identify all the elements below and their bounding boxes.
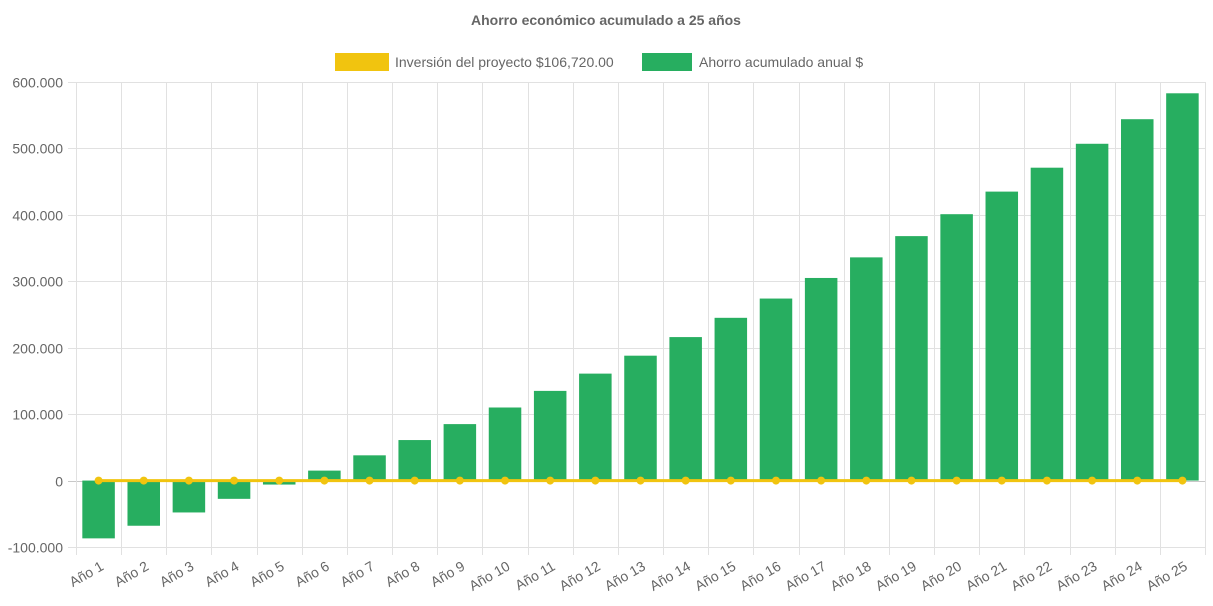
bar[interactable]: [669, 337, 702, 481]
y-tick-label: 300.000: [12, 274, 63, 290]
bar[interactable]: [443, 424, 477, 481]
investment-point[interactable]: [546, 476, 555, 485]
investment-point[interactable]: [817, 476, 826, 485]
x-tick-label: Año 18: [827, 558, 874, 594]
investment-point[interactable]: [681, 476, 690, 485]
legend: Inversión del proyecto $106,720.00 Ahorr…: [335, 53, 863, 71]
investment-point[interactable]: [1042, 476, 1051, 485]
investment-point[interactable]: [997, 476, 1006, 485]
investment-point[interactable]: [726, 476, 735, 485]
bar[interactable]: [985, 191, 1019, 481]
investment-point[interactable]: [1178, 476, 1187, 485]
x-tick-label: Año 8: [383, 558, 423, 590]
investment-point[interactable]: [139, 476, 148, 485]
bar[interactable]: [172, 480, 206, 513]
x-tick-label: Año 5: [247, 558, 287, 590]
investment-point[interactable]: [455, 476, 464, 485]
bar[interactable]: [353, 455, 386, 481]
bar[interactable]: [895, 236, 928, 481]
investment-point[interactable]: [636, 476, 645, 485]
investment-point[interactable]: [275, 476, 284, 485]
legend-item-savings[interactable]: Ahorro acumulado anual $: [642, 53, 863, 71]
bar[interactable]: [759, 298, 793, 481]
investment-point[interactable]: [184, 476, 193, 485]
bar[interactable]: [127, 480, 160, 526]
x-tick-label: Año 2: [112, 558, 152, 590]
investment-point[interactable]: [1088, 476, 1097, 485]
x-tick-label: Año 17: [782, 558, 829, 594]
grid: [68, 82, 1206, 555]
y-tick-label: 400.000: [12, 208, 63, 224]
investment-point[interactable]: [952, 476, 961, 485]
x-tick-label: Año 23: [1053, 558, 1100, 594]
investment-point[interactable]: [94, 476, 103, 485]
x-tick-label: Año 13: [602, 558, 649, 594]
x-tick-label: Año 4: [202, 558, 242, 590]
chart-title: Ahorro económico acumulado a 25 años: [471, 12, 741, 28]
y-axis: 600.000 500.000 400.000 300.000 200.000 100.0…: [8, 75, 63, 556]
bar[interactable]: [398, 440, 431, 481]
x-axis: Año 1 Año 2 Año 3 Año 4 Año 5 Año 6 Año 7 Año 8…: [66, 558, 1190, 594]
x-tick-label: Año 6: [292, 558, 332, 590]
bar[interactable]: [624, 355, 657, 481]
investment-point[interactable]: [591, 476, 600, 485]
x-tick-label: Año 22: [1008, 558, 1055, 594]
bar[interactable]: [308, 470, 341, 481]
investment-point[interactable]: [862, 476, 871, 485]
x-tick-label: Año 15: [692, 558, 739, 594]
bar[interactable]: [533, 390, 567, 481]
x-tick-label: Año 20: [918, 558, 965, 594]
y-tick-label: 0: [55, 474, 63, 490]
x-tick-label: Año 21: [963, 558, 1010, 594]
bar[interactable]: [714, 317, 748, 481]
bar[interactable]: [1030, 167, 1064, 481]
bar[interactable]: [217, 480, 251, 499]
investment-point[interactable]: [1133, 476, 1142, 485]
x-tick-label: Año 1: [66, 558, 106, 590]
x-tick-label: Año 19: [873, 558, 920, 594]
investment-point[interactable]: [501, 476, 510, 485]
x-tick-label: Año 10: [466, 558, 513, 594]
x-tick-label: Año 24: [1098, 558, 1145, 594]
x-tick-label: Año 14: [647, 558, 694, 594]
investment-point[interactable]: [320, 476, 329, 485]
bar[interactable]: [804, 277, 838, 481]
legend-label-investment: Inversión del proyecto $106,720.00: [395, 54, 614, 70]
bar[interactable]: [940, 214, 973, 481]
x-tick-label: Año 7: [337, 558, 377, 590]
legend-swatch-savings: [642, 53, 692, 71]
x-tick-label: Año 9: [428, 558, 468, 590]
bar[interactable]: [488, 407, 522, 481]
x-tick-label: Año 11: [512, 558, 558, 594]
bar[interactable]: [1075, 143, 1109, 481]
investment-point[interactable]: [907, 476, 916, 485]
investment-point[interactable]: [410, 476, 419, 485]
legend-label-savings: Ahorro acumulado anual $: [699, 54, 863, 70]
legend-item-investment[interactable]: Inversión del proyecto $106,720.00: [335, 53, 614, 71]
y-tick-label: -100.000: [8, 540, 63, 556]
investment-point[interactable]: [771, 476, 780, 485]
bar[interactable]: [579, 373, 612, 481]
y-tick-label: 100.000: [12, 407, 63, 423]
y-tick-label: 200.000: [12, 341, 63, 357]
investment-point[interactable]: [230, 476, 239, 485]
bar[interactable]: [1121, 119, 1154, 481]
bar-series: [82, 93, 1199, 539]
line-series: [94, 476, 1187, 485]
legend-swatch-investment: [335, 53, 389, 71]
x-tick-label: Año 25: [1143, 558, 1190, 594]
bar[interactable]: [850, 257, 883, 481]
x-tick-label: Año 16: [737, 558, 784, 594]
y-tick-label: 600.000: [12, 75, 63, 91]
bar[interactable]: [1166, 93, 1199, 481]
y-tick-label: 500.000: [12, 141, 63, 157]
x-tick-label: Año 12: [556, 558, 603, 594]
investment-point[interactable]: [365, 476, 374, 485]
x-tick-label: Año 3: [157, 558, 197, 590]
bar[interactable]: [82, 480, 115, 539]
